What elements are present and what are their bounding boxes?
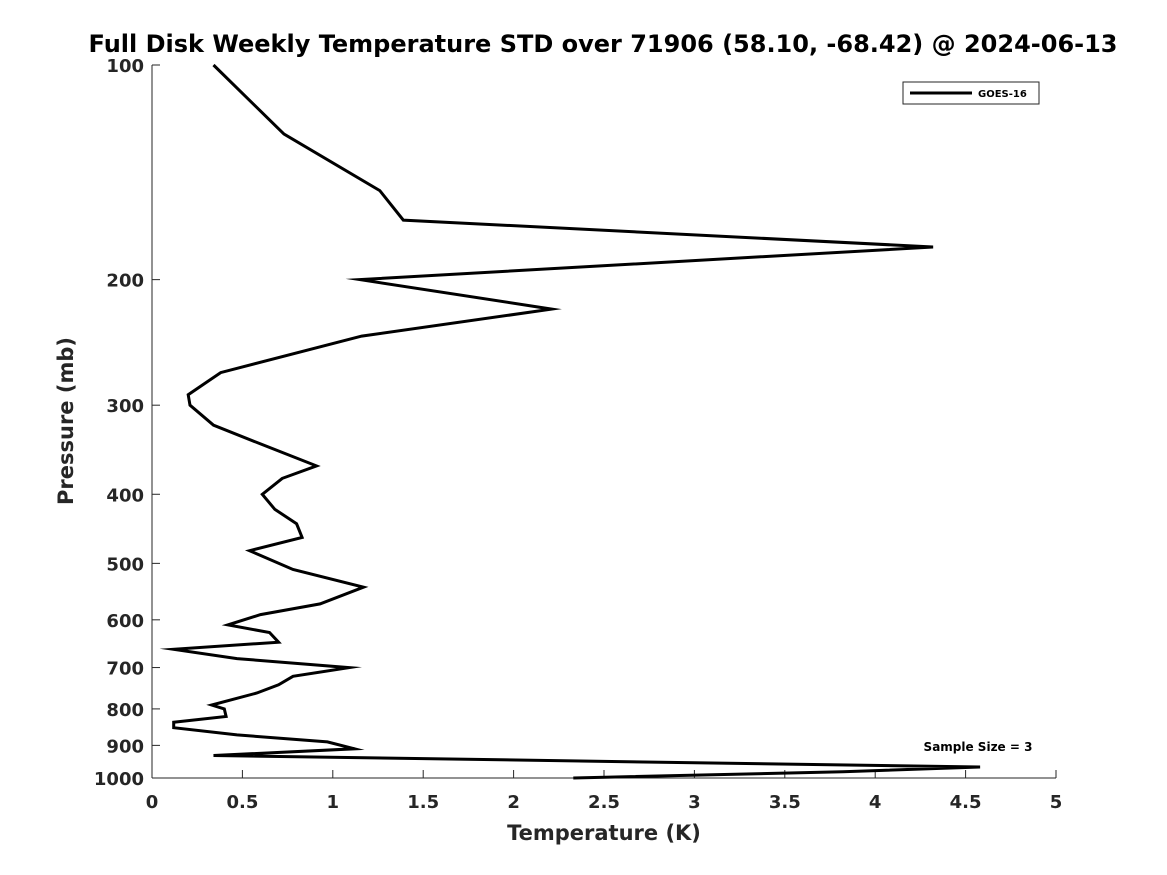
x-tick-label: 4.5: [950, 792, 982, 813]
x-tick-label: 5: [1050, 792, 1063, 813]
sample-size-annotation: Sample Size = 3: [924, 740, 1033, 754]
y-tick-label: 300: [106, 396, 144, 417]
x-axis-label: Temperature (K): [507, 821, 701, 845]
legend-label-goes-16: GOES-16: [978, 89, 1027, 100]
y-tick-label: 600: [106, 611, 144, 632]
x-tick-label: 2: [507, 792, 520, 813]
x-tick-label: 4: [869, 792, 882, 813]
x-tick-label: 1.5: [407, 792, 439, 813]
y-axis-label: Pressure (mb): [54, 337, 78, 505]
y-tick-label: 700: [106, 659, 144, 680]
y-tick-label: 500: [106, 554, 144, 575]
y-tick-label: 1000: [94, 769, 144, 790]
y-tick-label: 400: [106, 485, 144, 506]
x-ticks: 0 0.5 1 1.5 2 2.5 3 3.5 4 4.5 5: [146, 770, 1063, 813]
chart-title: Full Disk Weekly Temperature STD over 71…: [89, 30, 1118, 58]
y-tick-label: 100: [106, 56, 144, 77]
y-tick-label: 200: [106, 271, 144, 292]
series-group: [159, 63, 981, 780]
legend: GOES-16: [902, 81, 1040, 105]
y-tick-label: 800: [106, 700, 144, 721]
x-tick-label: 0.5: [226, 792, 258, 813]
x-tick-label: 3.5: [769, 792, 801, 813]
x-tick-label: 3: [688, 792, 701, 813]
y-tick-label: 900: [106, 736, 144, 757]
y-ticks: 100 200 300 400 500 600 700 800 900 1000: [94, 56, 160, 790]
x-tick-label: 0: [146, 792, 159, 813]
series-line-goes-16: [159, 63, 981, 780]
x-tick-label: 2.5: [588, 792, 620, 813]
x-tick-label: 1: [327, 792, 340, 813]
